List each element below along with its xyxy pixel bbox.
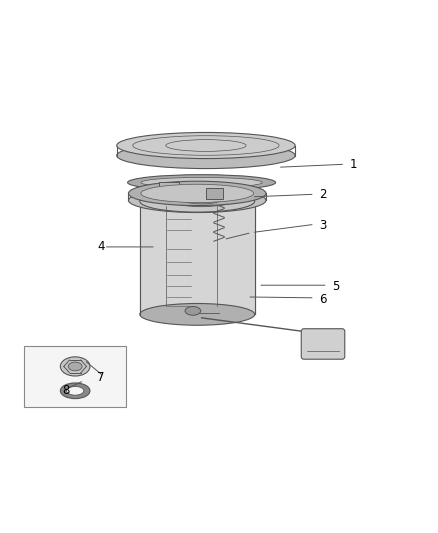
Bar xyxy=(24,346,126,407)
Ellipse shape xyxy=(140,303,254,325)
Ellipse shape xyxy=(68,362,82,371)
Text: 1: 1 xyxy=(350,158,357,171)
FancyBboxPatch shape xyxy=(159,182,179,196)
Text: 6: 6 xyxy=(319,293,327,305)
Ellipse shape xyxy=(67,386,84,395)
Ellipse shape xyxy=(128,188,266,213)
Text: 8: 8 xyxy=(62,384,70,397)
Ellipse shape xyxy=(117,142,295,168)
Ellipse shape xyxy=(141,177,262,188)
Text: 7: 7 xyxy=(97,371,105,384)
FancyBboxPatch shape xyxy=(301,329,345,359)
Ellipse shape xyxy=(128,181,266,206)
Text: 5: 5 xyxy=(332,280,339,293)
Text: 3: 3 xyxy=(319,219,326,232)
Ellipse shape xyxy=(140,190,254,212)
FancyBboxPatch shape xyxy=(206,188,223,199)
Ellipse shape xyxy=(127,175,276,190)
Ellipse shape xyxy=(185,306,201,315)
Text: 4: 4 xyxy=(97,240,105,253)
Text: 2: 2 xyxy=(319,188,327,201)
Ellipse shape xyxy=(60,383,90,399)
Ellipse shape xyxy=(117,133,295,158)
Ellipse shape xyxy=(181,194,222,204)
Ellipse shape xyxy=(167,191,236,207)
Ellipse shape xyxy=(60,357,90,376)
Ellipse shape xyxy=(141,184,254,203)
